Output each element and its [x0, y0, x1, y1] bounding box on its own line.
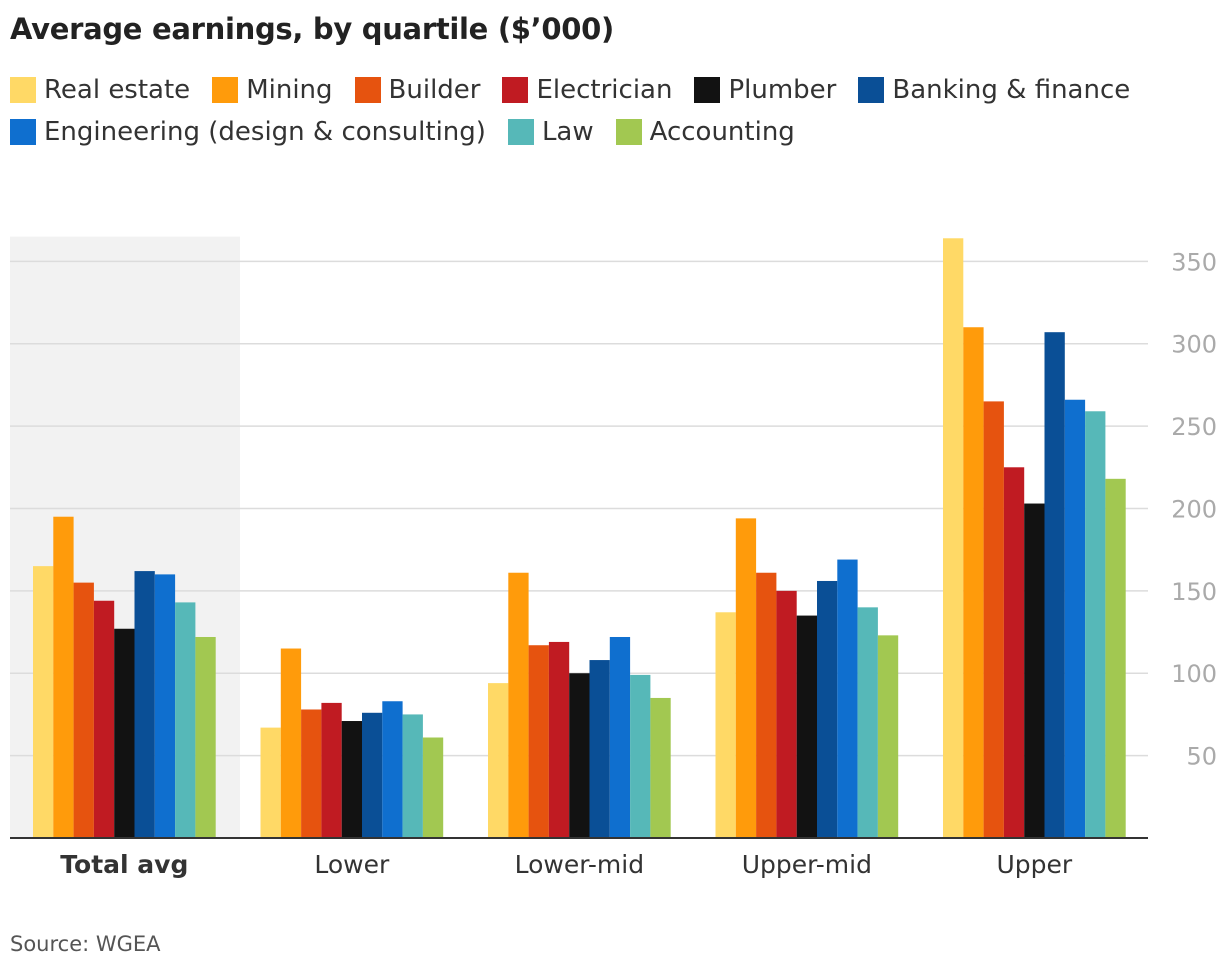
bar-banking-and-finance-upper-mid — [817, 580, 838, 838]
legend-swatch — [615, 119, 642, 145]
legend-item-plumber: Plumber — [694, 74, 836, 106]
bar-accounting-total-avg — [195, 636, 216, 838]
bar-plumber-upper — [1024, 503, 1045, 838]
bar-plumber-total-avg — [114, 628, 135, 838]
bar-real-estate-lower — [260, 727, 281, 838]
legend-label: Electrician — [536, 75, 673, 105]
legend-item-accounting: Accounting — [615, 116, 795, 148]
x-category-label: Upper-mid — [742, 850, 872, 879]
x-category-label: Lower — [314, 850, 390, 879]
legend-item-banking-and-finance: Banking & finance — [858, 74, 1130, 106]
bar-accounting-lower-mid — [650, 697, 671, 838]
legend-item-real-estate: Real estate — [10, 74, 190, 106]
y-tick-label: 100 — [1171, 660, 1217, 688]
legend-swatch — [502, 77, 529, 103]
bar-law-total-avg — [175, 602, 196, 838]
bar-engineering-design-and-consulting-upper-mid — [837, 559, 858, 838]
x-category-label: Lower-mid — [515, 850, 644, 879]
y-tick-label: 250 — [1171, 413, 1217, 441]
y-tick-label: 200 — [1171, 495, 1217, 523]
bar-banking-and-finance-upper — [1044, 332, 1065, 838]
bar-mining-lower-mid — [508, 572, 529, 838]
bar-mining-upper-mid — [735, 518, 757, 838]
bar-real-estate-total-avg — [33, 566, 54, 838]
legend-swatch — [507, 119, 534, 145]
y-tick-label: 300 — [1171, 331, 1217, 359]
bar-builder-total-avg — [73, 582, 94, 838]
legend-label: Mining — [246, 75, 333, 105]
legend-swatch — [10, 119, 36, 145]
bar-electrician-total-avg — [93, 600, 115, 838]
bar-engineering-design-and-consulting-lower — [382, 701, 403, 838]
bar-real-estate-upper-mid — [715, 612, 736, 838]
bar-builder-lower-mid — [528, 645, 549, 838]
legend-label: Engineering (design & consulting) — [44, 117, 486, 147]
bar-electrician-lower-mid — [548, 641, 570, 838]
legend-item-mining: Mining — [212, 74, 333, 106]
bar-plumber-lower — [341, 721, 362, 838]
bar-plumber-upper-mid — [796, 615, 817, 838]
legend-label: Accounting — [649, 117, 795, 147]
bar-law-lower-mid — [630, 674, 651, 838]
bar-banking-and-finance-lower — [362, 712, 383, 838]
x-category-label: Upper — [996, 850, 1072, 879]
legend-swatch — [858, 77, 885, 103]
bar-engineering-design-and-consulting-upper — [1064, 399, 1086, 838]
bar-law-lower — [402, 714, 423, 838]
legend-label: Law — [541, 117, 594, 147]
legend-label: Real estate — [44, 75, 191, 105]
legend-item-builder: Builder — [354, 74, 481, 106]
bar-mining-total-avg — [53, 516, 74, 838]
x-category-label: Total avg — [60, 850, 188, 879]
y-tick-label: 150 — [1171, 578, 1217, 606]
bar-law-upper-mid — [857, 607, 878, 838]
legend-item-engineering-design-and-consulting: Engineering (design & consulting) — [10, 116, 486, 148]
bar-builder-upper-mid — [756, 572, 777, 838]
legend: Real estate Mining Builder Electrician Plumb… — [10, 74, 1210, 148]
legend-swatch — [10, 77, 36, 103]
bar-builder-upper — [983, 401, 1004, 838]
bar-electrician-upper — [1003, 467, 1025, 838]
bar-accounting-upper-mid — [877, 635, 899, 838]
bar-plumber-lower-mid — [569, 673, 590, 838]
bar-real-estate-lower-mid — [488, 683, 509, 838]
bar-real-estate-upper — [943, 238, 964, 838]
chart-title: Average earnings, by quartile ($’000) — [10, 12, 614, 46]
bar-law-upper — [1085, 411, 1106, 838]
legend-item-law: Law — [507, 116, 594, 148]
bar-engineering-design-and-consulting-lower-mid — [609, 636, 631, 838]
legend-swatch — [694, 77, 721, 103]
y-tick-label: 350 — [1171, 248, 1217, 276]
bar-engineering-design-and-consulting-total-avg — [154, 574, 176, 838]
bar-accounting-upper — [1105, 478, 1126, 838]
bar-electrician-lower — [321, 702, 342, 838]
legend-label: Builder — [388, 75, 481, 105]
legend-label: Banking & finance — [892, 75, 1131, 105]
legend-swatch — [354, 77, 381, 103]
bar-accounting-lower — [422, 737, 444, 838]
bar-electrician-upper-mid — [776, 590, 797, 838]
bar-builder-lower — [301, 709, 322, 838]
bar-mining-lower — [280, 648, 302, 838]
legend-label: Plumber — [728, 75, 837, 105]
bar-banking-and-finance-lower-mid — [589, 660, 610, 838]
legend-item-electrician: Electrician — [502, 74, 672, 106]
source-note: Source: WGEA — [10, 932, 161, 956]
legend-swatch — [212, 77, 239, 103]
bar-mining-upper — [963, 327, 984, 838]
y-tick-label: 50 — [1186, 743, 1217, 771]
bar-banking-and-finance-total-avg — [134, 571, 155, 838]
